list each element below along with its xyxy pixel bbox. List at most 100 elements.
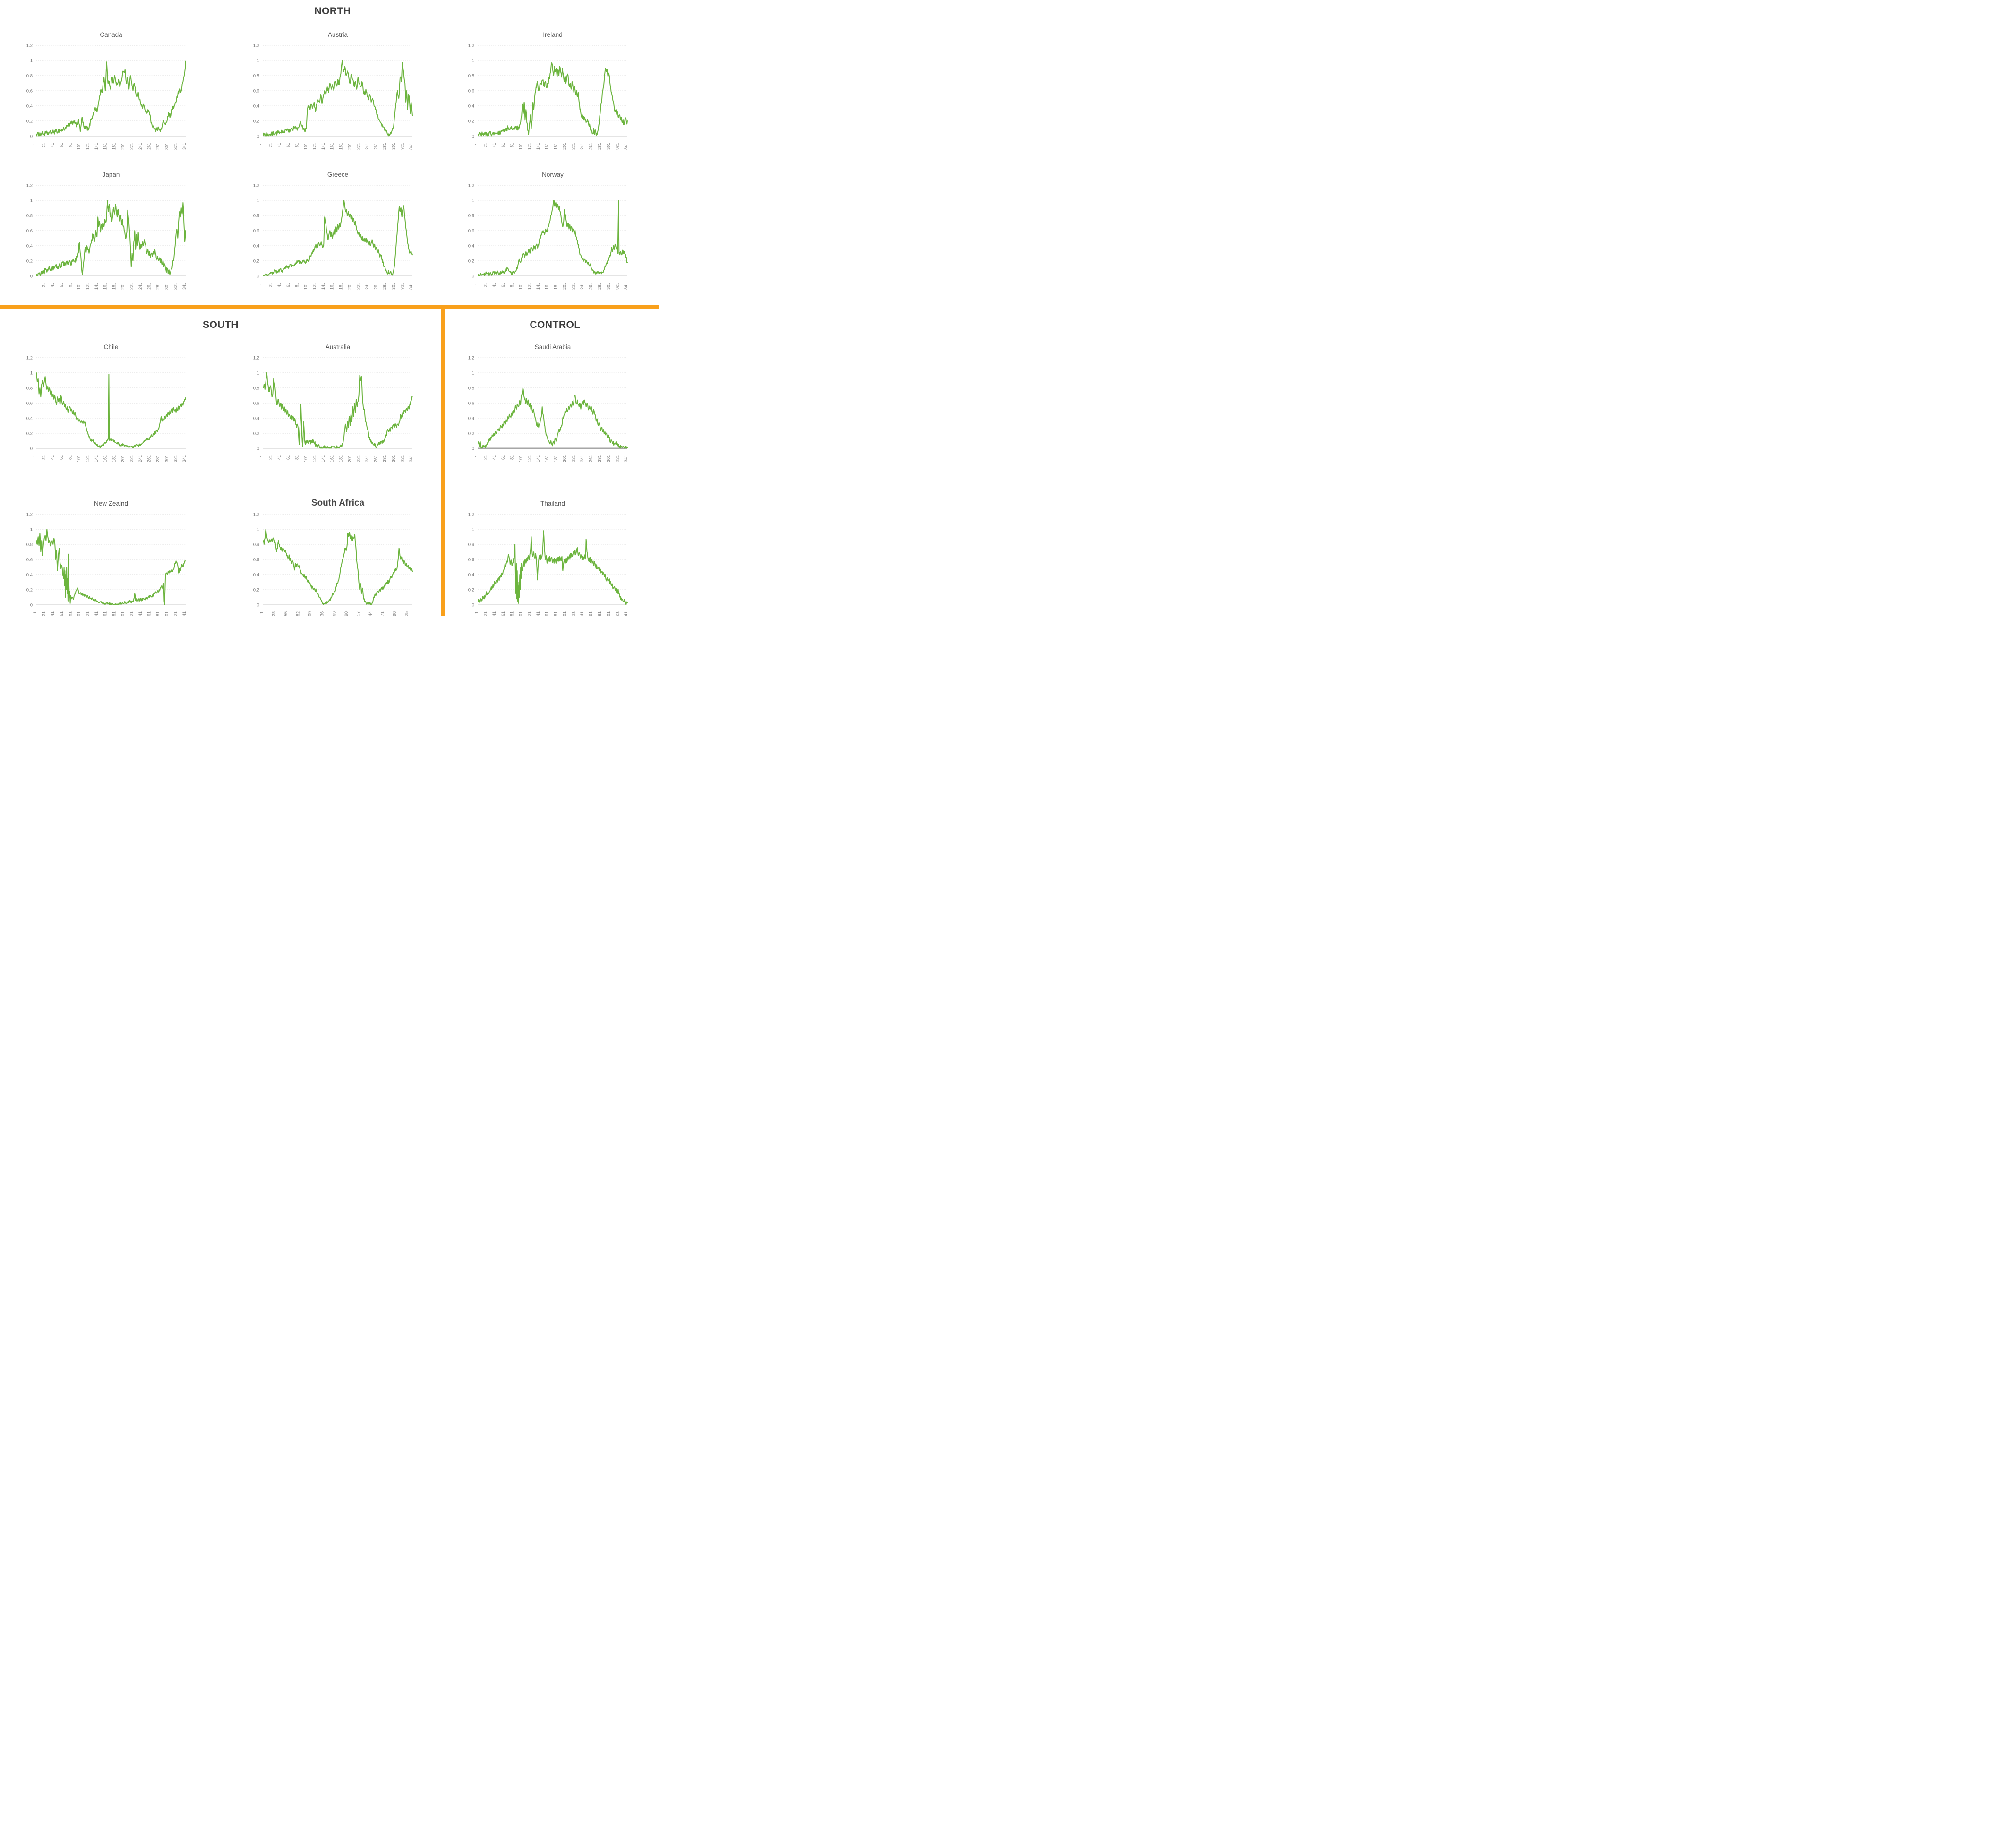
y-tick-label: 0.8 [253,74,259,79]
x-tick-label: 261 [589,611,593,616]
y-tick-label: 1 [257,371,259,376]
x-tick-label: 1 [259,611,264,614]
gridlines [263,357,412,449]
x-tick-label: 141 [321,143,326,150]
x-tick-label: 201 [120,143,125,150]
x-tick-label: 181 [553,455,558,462]
y-tick-label: 0 [30,603,33,608]
y-axis-labels: 1.2 1 0.8 0.6 0.4 0.2 0 [468,356,474,452]
x-tick-label: 181 [338,455,343,462]
x-tick-label: 82 [296,611,300,616]
x-tick-label: 1 [33,143,37,145]
x-tick-label: 41 [50,143,55,147]
x-tick-label: 321 [173,611,178,616]
x-tick-label: 261 [589,143,593,150]
x-tick-label: 21 [483,611,488,616]
chart-title: Thailand [540,500,565,507]
x-tick-label: 141 [536,283,540,290]
x-tick-label: 21 [483,143,488,147]
x-tick-label: 1 [474,611,479,614]
x-tick-label: 141 [536,455,540,462]
x-tick-label: 121 [312,283,317,290]
x-tick-label: 21 [268,455,273,460]
y-tick-label: 0.8 [468,214,474,219]
x-tick-label: 61 [286,455,291,460]
chart-japan: Japan 1.2 1 0.8 0.6 0.4 0.2 0 1 21 41 61 81 101 121 141… [17,166,191,308]
x-tick-label: 161 [545,455,549,462]
x-tick-label: 41 [277,283,282,287]
series-line [263,372,413,449]
y-tick-label: 1 [472,527,474,533]
section-header-control: CONTROL [530,319,581,330]
x-tick-label: 81 [294,455,299,460]
y-tick-label: 1 [30,198,33,204]
y-tick-label: 0.6 [253,401,259,406]
x-tick-label: 221 [129,143,134,150]
x-tick-label: 221 [129,283,134,290]
x-tick-label: 221 [129,455,134,462]
x-tick-label: 321 [173,143,178,150]
x-tick-label: 61 [59,611,64,616]
y-tick-label: 1.2 [253,512,259,517]
y-tick-label: 0.4 [26,244,33,249]
x-tick-label: 121 [312,455,317,462]
x-tick-label: 261 [147,283,152,290]
x-tick-label: 301 [606,283,611,290]
y-tick-label: 0 [30,274,33,279]
gridlines [478,45,627,137]
x-tick-label: 101 [77,611,81,616]
x-tick-label: 190 [344,611,349,616]
x-tick-label: 301 [606,455,611,462]
x-tick-label: 121 [527,611,532,616]
x-tick-label: 221 [571,283,576,290]
x-tick-label: 161 [330,143,334,150]
y-axis-labels: 1.2 1 0.8 0.6 0.4 0.2 0 [468,183,474,279]
chart-title: Austria [328,31,348,38]
x-tick-label: 55 [283,611,288,616]
x-tick-label: 109 [308,611,312,616]
x-tick-label: 81 [509,611,514,616]
x-tick-label: 298 [392,611,397,616]
x-axis-labels: 1 28 55 82 109 136 163 190 217 244 271 298 325 [259,611,409,616]
y-tick-label: 1 [472,371,474,376]
y-tick-label: 0.6 [253,229,259,234]
x-tick-label: 261 [147,455,152,462]
gridlines [263,514,412,605]
x-tick-label: 121 [86,455,90,462]
x-tick-label: 241 [365,455,369,462]
x-tick-label: 301 [606,143,611,150]
y-tick-label: 0.2 [468,431,474,437]
x-tick-label: 281 [597,611,602,616]
x-tick-label: 21 [483,455,488,460]
x-tick-label: 61 [59,455,64,460]
x-axis-labels: 1 21 41 61 81 101 121 141 161 181 201 221 241 261 281 3… [259,283,413,290]
chart-south-africa: South Africa 1.2 1 0.8 0.6 0.4 0.2 0 1 28 55 82 109 1… [243,495,418,616]
chart-title: South Africa [311,498,365,508]
x-tick-label: 341 [182,283,187,290]
chart-saudi-arabia: Saudi Arabia 1.2 1 0.8 0.6 0.4 0.2 0 1 21 41 61 81 10… [458,339,633,481]
y-tick-label: 0.2 [253,431,259,437]
x-tick-label: 261 [147,611,152,616]
y-tick-label: 0.2 [468,588,474,593]
x-tick-label: 61 [501,143,505,147]
x-tick-label: 341 [409,455,413,462]
y-tick-label: 0.8 [253,214,259,219]
y-tick-label: 0 [257,603,259,608]
y-tick-label: 0.2 [26,431,33,437]
gridlines [36,45,186,137]
chart-austria: Austria 1.2 1 0.8 0.6 0.4 0.2 0 1 21 41 61 81 101 121 1… [243,26,418,168]
gridlines [36,357,186,449]
x-tick-label: 21 [42,455,46,460]
x-tick-label: 81 [509,283,514,287]
x-tick-label: 21 [42,283,46,287]
gridlines [478,357,627,449]
x-tick-label: 281 [155,611,160,616]
x-tick-label: 161 [545,283,549,290]
gridlines [263,45,412,137]
y-tick-label: 0.4 [253,104,259,109]
x-tick-label: 101 [518,143,523,150]
x-tick-label: 141 [94,455,99,462]
x-tick-label: 141 [536,611,540,616]
x-tick-label: 201 [562,143,567,150]
y-tick-label: 0.4 [468,573,474,578]
